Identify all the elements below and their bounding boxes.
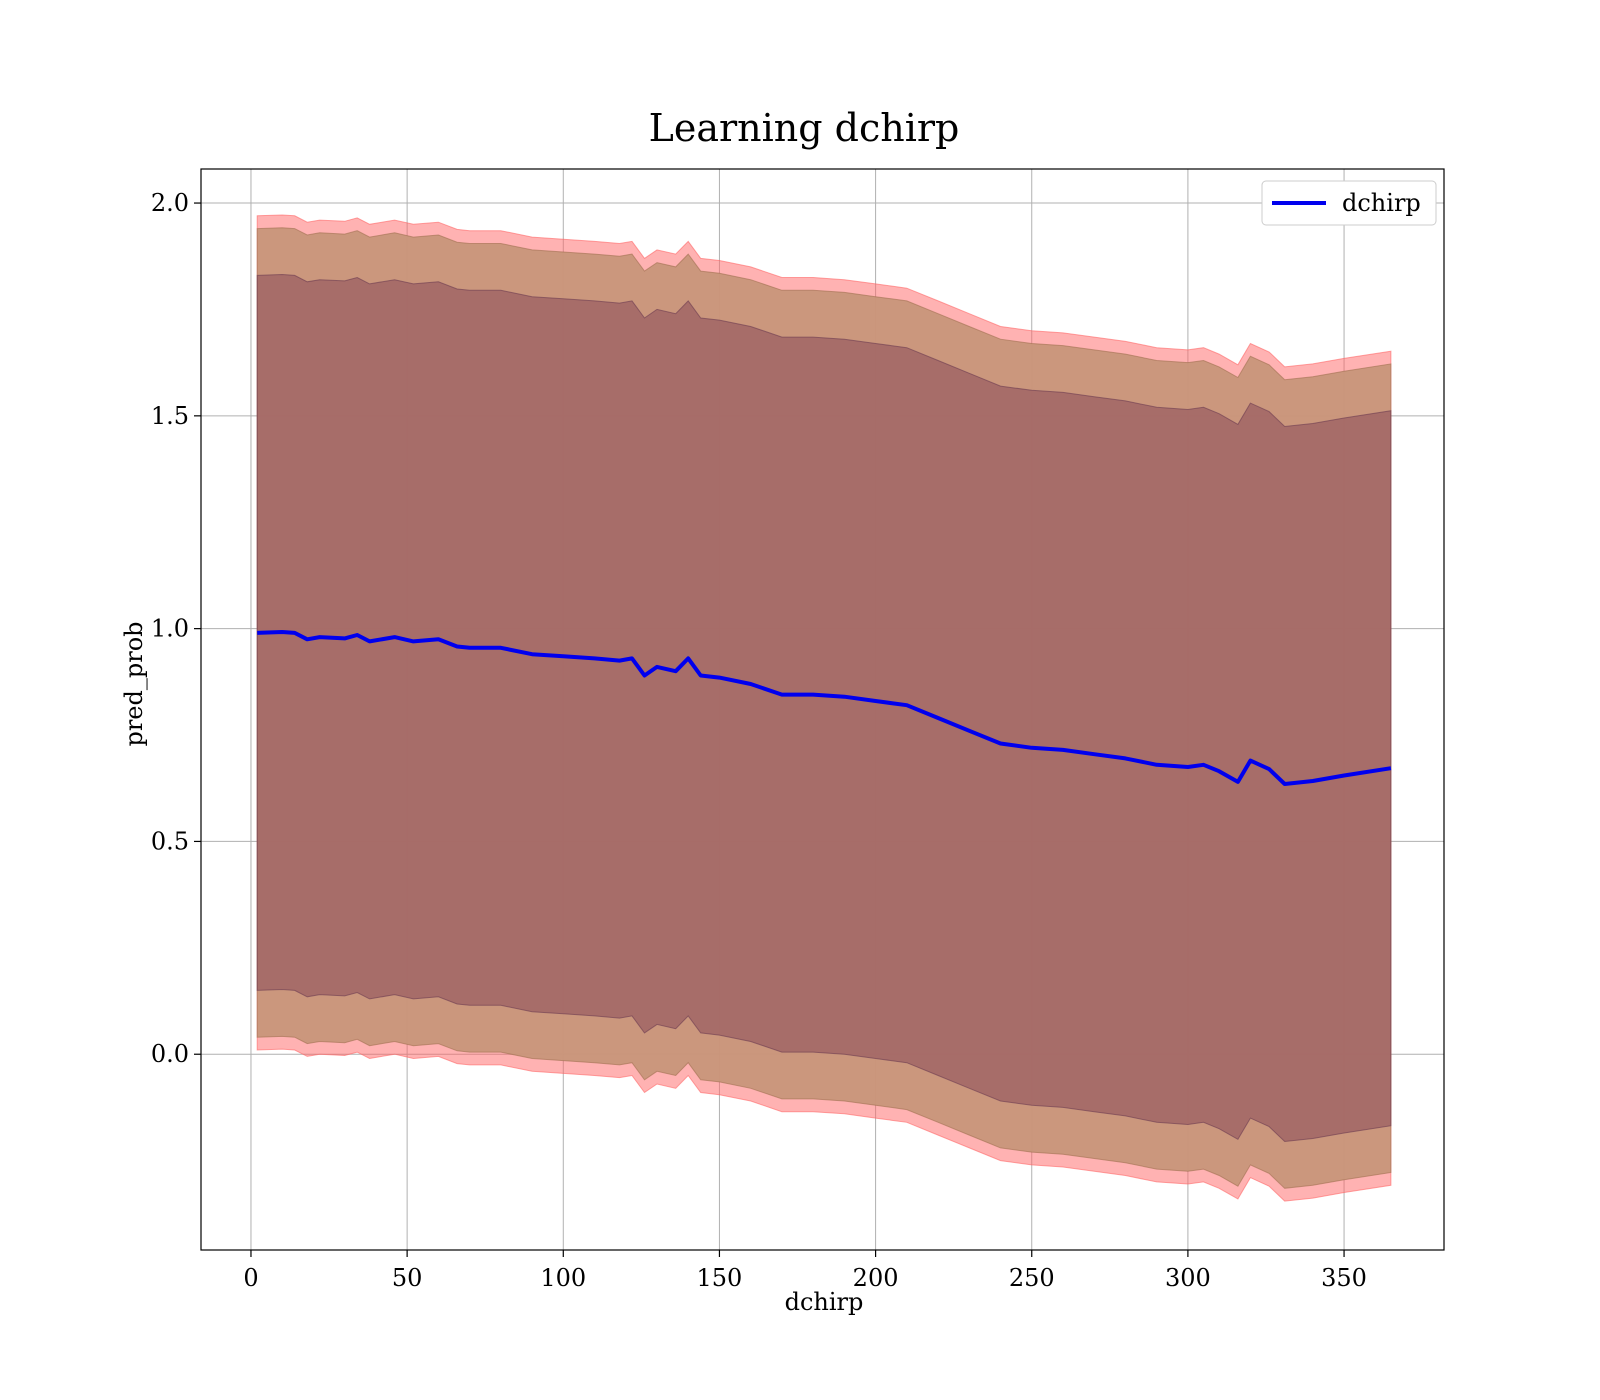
series-lines <box>257 630 1392 786</box>
y-tick-label: 0.0 <box>151 1040 189 1068</box>
confidence-bands <box>256 214 1392 1202</box>
x-tick-label: 150 <box>697 1264 743 1292</box>
x-axis-ticks: 0 50 100 150 200 250 300 350 <box>243 1250 1367 1292</box>
y-tick-label: 2.0 <box>151 189 189 217</box>
chart-title: Learning dchirp <box>649 106 960 150</box>
legend-box <box>1261 180 1437 226</box>
legend: dchirp <box>1261 180 1437 226</box>
y-axis-ticks: 0.0 0.5 1.0 1.5 2.0 <box>151 189 201 1068</box>
x-tick-label: 200 <box>853 1264 899 1292</box>
plot-area <box>200 168 1445 1251</box>
x-tick-label: 100 <box>540 1264 586 1292</box>
plot-frame <box>200 168 1445 1251</box>
y-tick-label: 1.0 <box>151 615 189 643</box>
x-tick-label: 350 <box>1321 1264 1367 1292</box>
x-axis-label: dchirp <box>785 1288 864 1316</box>
x-tick-label: 250 <box>1009 1264 1055 1292</box>
y-axis-label: pred_prob <box>120 621 148 746</box>
band-inner <box>256 273 1392 1143</box>
x-tick-label: 300 <box>1165 1264 1211 1292</box>
y-tick-label: 1.5 <box>151 402 189 430</box>
y-tick-label: 0.5 <box>151 827 189 855</box>
series-line-dchirp <box>257 630 1392 786</box>
x-tick-label: 0 <box>243 1264 258 1292</box>
legend-label: dchirp <box>1342 189 1421 217</box>
x-tick-label: 50 <box>392 1264 423 1292</box>
